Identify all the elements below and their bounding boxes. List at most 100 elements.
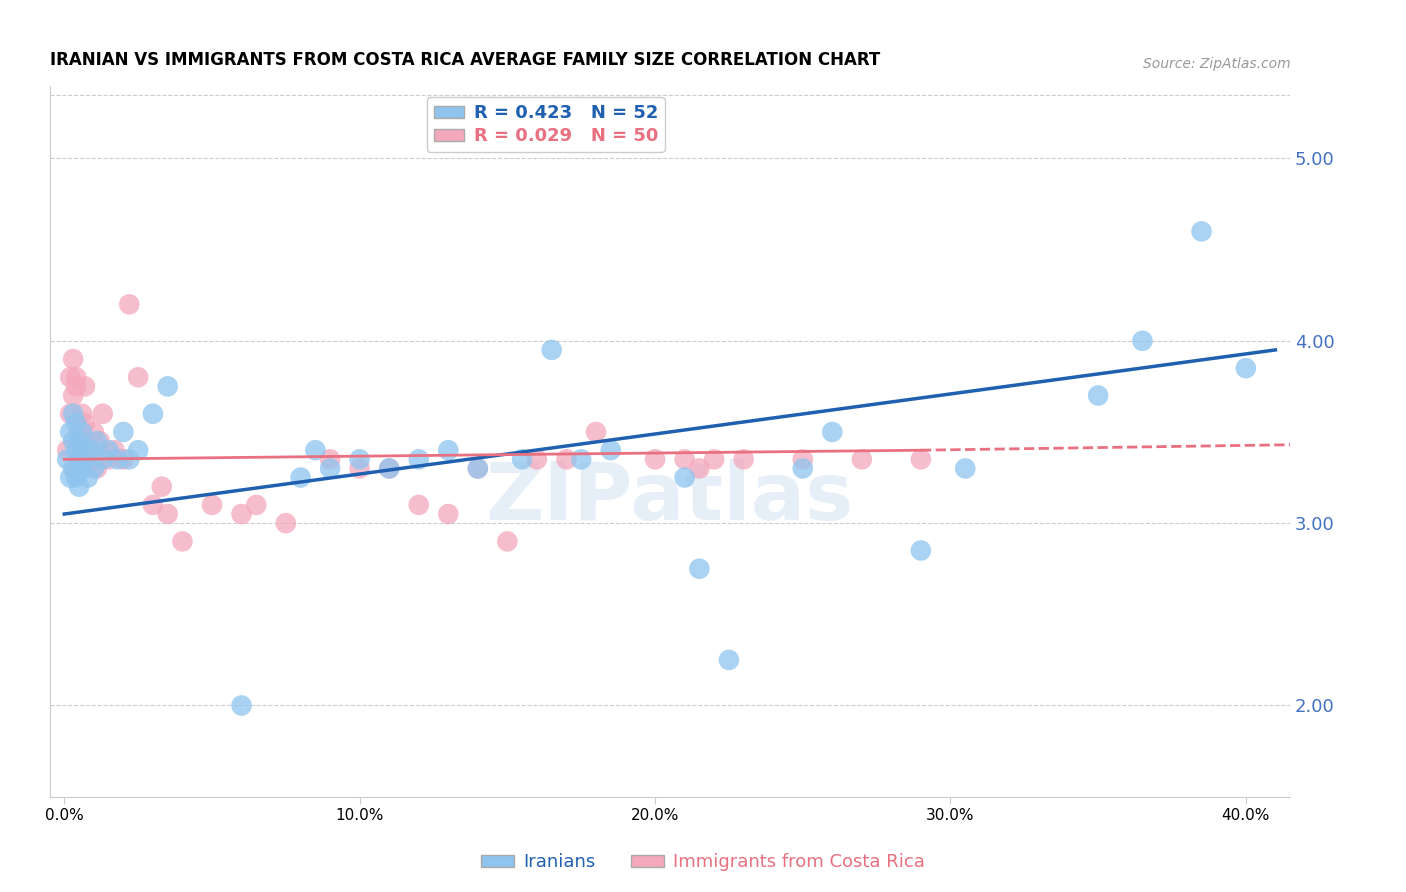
Point: [378, 461, 401, 475]
Point: [107, 452, 129, 467]
Text: ZIPatlas: ZIPatlas: [485, 459, 853, 537]
Point: [1087, 388, 1109, 402]
Point: [127, 370, 149, 384]
Point: [91, 452, 114, 467]
Point: [77, 470, 100, 484]
Point: [62, 388, 84, 402]
Point: [201, 498, 224, 512]
Point: [792, 452, 814, 467]
Point: [70, 407, 93, 421]
Point: [62, 461, 84, 475]
Point: [65, 443, 87, 458]
Point: [231, 698, 253, 713]
Point: [97, 452, 120, 467]
Point: [821, 425, 844, 439]
Point: [73, 379, 96, 393]
Point: [127, 443, 149, 458]
Point: [156, 507, 179, 521]
Point: [59, 425, 82, 439]
Point: [599, 443, 621, 458]
Point: [86, 434, 108, 448]
Point: [172, 534, 194, 549]
Point: [70, 425, 93, 439]
Point: [142, 498, 165, 512]
Point: [91, 407, 114, 421]
Point: [65, 470, 87, 484]
Point: [70, 461, 93, 475]
Point: [673, 470, 696, 484]
Point: [1234, 361, 1257, 376]
Point: [56, 452, 79, 467]
Point: [80, 443, 103, 458]
Point: [526, 452, 548, 467]
Point: [644, 452, 666, 467]
Point: [349, 452, 371, 467]
Point: [349, 461, 371, 475]
Point: [83, 425, 105, 439]
Point: [408, 498, 430, 512]
Point: [59, 407, 82, 421]
Point: [86, 461, 108, 475]
Point: [67, 434, 90, 448]
Point: [73, 443, 96, 458]
Point: [70, 434, 93, 448]
Point: [67, 452, 90, 467]
Point: [792, 461, 814, 475]
Point: [290, 470, 312, 484]
Point: [569, 452, 592, 467]
Point: [540, 343, 562, 357]
Point: [59, 370, 82, 384]
Point: [245, 498, 267, 512]
Point: [142, 407, 165, 421]
Point: [83, 461, 105, 475]
Point: [585, 425, 607, 439]
Point: [67, 480, 90, 494]
Point: [65, 416, 87, 430]
Point: [59, 470, 82, 484]
Point: [62, 407, 84, 421]
Point: [437, 507, 460, 521]
Point: [118, 297, 141, 311]
Point: [73, 452, 96, 467]
Point: [62, 434, 84, 448]
Text: IRANIAN VS IMMIGRANTS FROM COSTA RICA AVERAGE FAMILY SIZE CORRELATION CHART: IRANIAN VS IMMIGRANTS FROM COSTA RICA AV…: [49, 51, 880, 69]
Point: [112, 452, 135, 467]
Point: [65, 379, 87, 393]
Point: [733, 452, 755, 467]
Legend: R = 0.423   N = 52, R = 0.029   N = 50: R = 0.423 N = 52, R = 0.029 N = 50: [427, 97, 665, 152]
Point: [378, 461, 401, 475]
Point: [77, 443, 100, 458]
Point: [97, 443, 120, 458]
Point: [80, 452, 103, 467]
Point: [1191, 224, 1213, 238]
Point: [103, 443, 125, 458]
Point: [703, 452, 725, 467]
Point: [510, 452, 533, 467]
Point: [1132, 334, 1154, 348]
Legend: Iranians, Immigrants from Costa Rica: Iranians, Immigrants from Costa Rica: [474, 847, 932, 879]
Point: [156, 379, 179, 393]
Point: [688, 461, 710, 475]
Point: [89, 434, 111, 448]
Point: [496, 534, 519, 549]
Point: [910, 452, 932, 467]
Point: [304, 443, 326, 458]
Point: [717, 653, 740, 667]
Point: [56, 443, 79, 458]
Point: [112, 425, 135, 439]
Point: [319, 461, 342, 475]
Point: [555, 452, 578, 467]
Point: [408, 452, 430, 467]
Point: [955, 461, 977, 475]
Point: [231, 507, 253, 521]
Point: [467, 461, 489, 475]
Point: [910, 543, 932, 558]
Point: [319, 452, 342, 467]
Point: [688, 562, 710, 576]
Point: [437, 443, 460, 458]
Point: [274, 516, 297, 530]
Point: [150, 480, 173, 494]
Point: [118, 452, 141, 467]
Point: [67, 452, 90, 467]
Text: Source: ZipAtlas.com: Source: ZipAtlas.com: [1143, 57, 1291, 71]
